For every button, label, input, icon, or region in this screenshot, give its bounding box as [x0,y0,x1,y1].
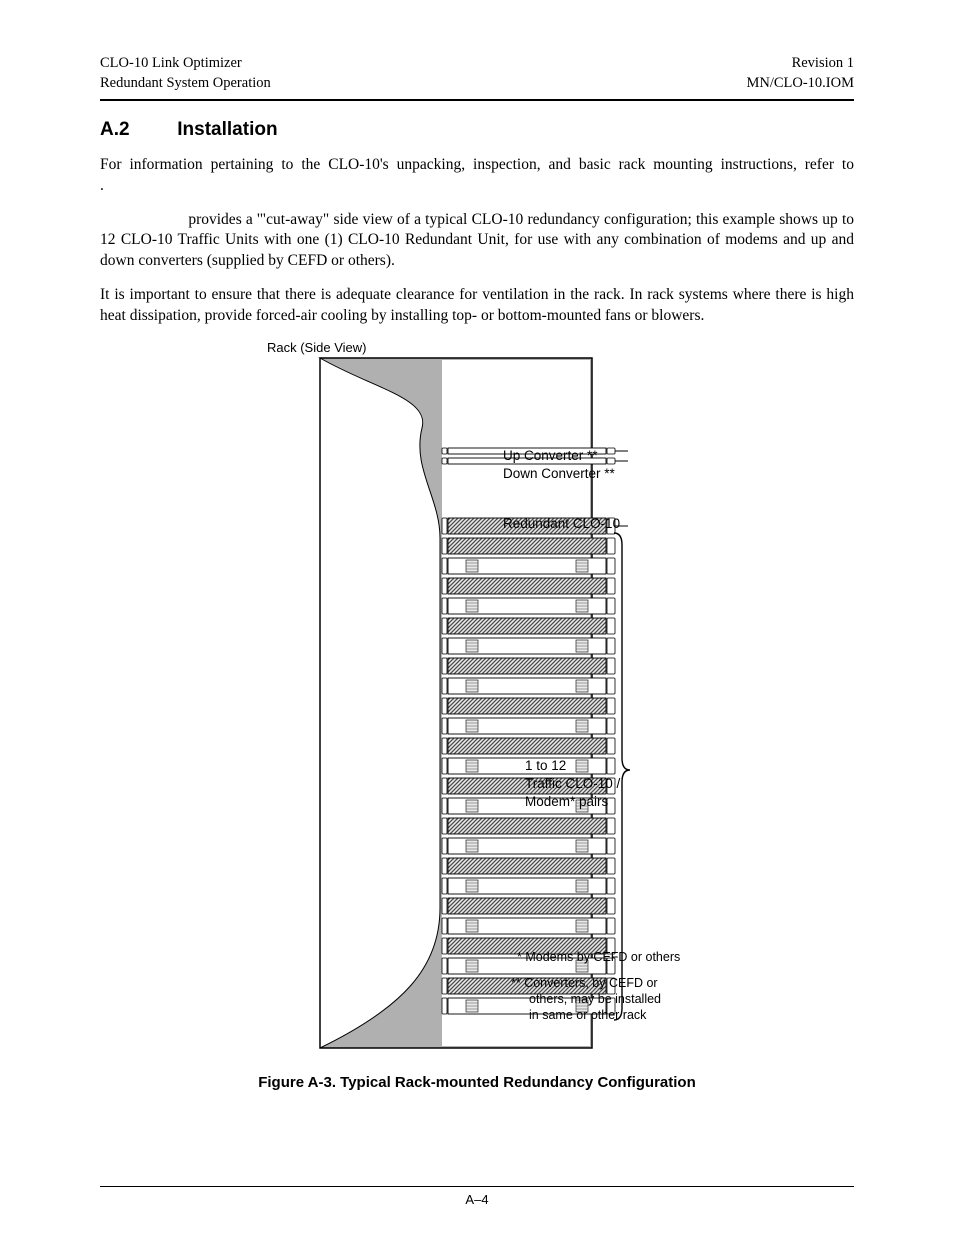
footnote-2b: others, may be installed [529,992,661,1008]
label-group-2: Traffic CLO-10 / [525,776,620,791]
page-header: CLO-10 Link Optimizer Redundant System O… [100,54,854,93]
paragraph-3: It is important to ensure that there is … [100,285,854,326]
page-number: A–4 [0,1192,954,1207]
label-group-3: Modem* pairs [525,794,608,809]
rack-diagram [312,340,642,1050]
figure-a3: Rack (Side View) Up Converter ** Down Co… [167,340,787,1050]
footnote-2a: ** Converters, by CEFD or [511,976,658,992]
label-redundant: Redundant CLO-10 [503,516,620,531]
header-left-1: CLO-10 Link Optimizer [100,54,271,74]
footnote-1: * Modems by CEFD or others [517,950,680,966]
section-number: A.2 [100,119,172,141]
header-right-2: MN/CLO-10.IOM [746,74,854,94]
header-rule [100,99,854,101]
section-title-text: Installation [177,119,277,140]
section-heading: A.2 Installation [100,119,854,141]
header-right-1: Revision 1 [746,54,854,74]
figure-caption: Figure A-3. Typical Rack-mounted Redunda… [100,1074,854,1091]
label-group-1: 1 to 12 [525,758,566,773]
footer-rule [100,1186,854,1187]
paragraph-2: provides a '"cut-away" side view of a ty… [100,210,854,271]
rack-title: Rack (Side View) [267,340,366,355]
label-down-converter: Down Converter ** [503,466,615,481]
footnote-2c: in same or other rack [529,1008,646,1024]
header-left-2: Redundant System Operation [100,74,271,94]
label-up-converter: Up Converter ** [503,448,598,463]
paragraph-1: For information pertaining to the CLO-10… [100,155,854,196]
